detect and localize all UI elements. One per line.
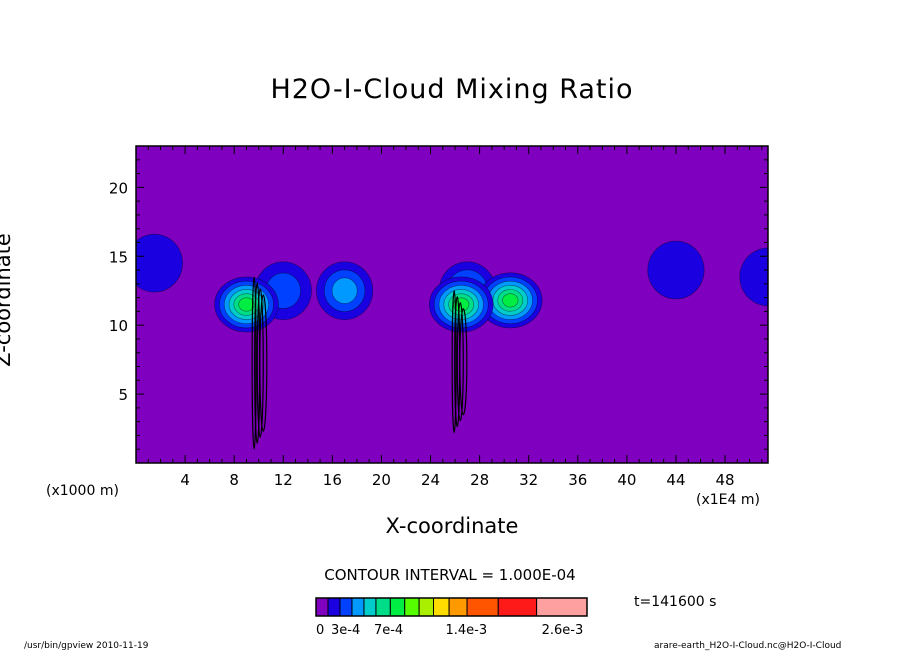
cloud-contour	[316, 261, 374, 320]
cloud-contour	[647, 240, 705, 300]
time-label: t=141600 s	[634, 594, 717, 610]
x-tick-label: 40	[617, 471, 636, 489]
colorbar-label: 3e-4	[331, 623, 360, 638]
cloud-contour	[482, 276, 538, 325]
colorbar-swatch	[375, 597, 391, 617]
cloud-contour	[446, 269, 489, 312]
colorbar-label: 0	[316, 623, 324, 638]
plume-contour	[459, 308, 468, 416]
x-tick-label: 16	[323, 471, 342, 489]
colorbar-swatch	[404, 597, 420, 617]
cloud-feature	[739, 247, 768, 307]
plume-contour	[456, 302, 464, 422]
contour-interval-label: CONTOUR INTERVAL = 1.000E-04	[324, 566, 576, 584]
cloud-contour	[454, 277, 481, 304]
cloud-contour	[478, 272, 543, 329]
colorbar-label: 7e-4	[374, 623, 403, 638]
x-tick-label: 44	[666, 471, 685, 489]
cloud-contour	[438, 284, 484, 325]
x-tick-label: 20	[372, 471, 391, 489]
cloud-contour	[238, 297, 255, 312]
cloud-contour	[443, 289, 479, 320]
colorbar-swatch	[363, 597, 377, 617]
cloud-contour	[502, 293, 519, 308]
colorbar-swatch	[536, 597, 588, 617]
plume-contour	[259, 294, 268, 432]
colorbar-swatch	[448, 597, 468, 617]
cloud-contour	[497, 289, 524, 312]
y-axis-label: Z-coordinate	[0, 233, 15, 367]
cloud-feature	[254, 261, 312, 320]
x-tick-label: 36	[568, 471, 587, 489]
footer-right: arare-earth_H2O-I-Cloud.nc@H2O-I-Cloud	[654, 641, 842, 651]
cloud-contour	[228, 289, 265, 320]
colorbar-label: 1.4e-3	[446, 623, 488, 638]
cloud-contour	[265, 272, 301, 309]
cloud-contour	[214, 276, 279, 333]
cloud-feature	[214, 276, 279, 333]
x-tick-label: 12	[274, 471, 293, 489]
cloud-feature	[428, 276, 494, 333]
cloud-feature	[478, 272, 543, 329]
x-tick-label: 48	[716, 471, 735, 489]
plume-contour	[451, 290, 457, 434]
cloud-contour	[254, 261, 312, 320]
colorbar-swatch	[466, 597, 499, 617]
y-tick-label: 10	[109, 317, 128, 335]
cloud-contour	[331, 277, 358, 304]
cloud-contour	[136, 233, 183, 293]
colorbar-swatch	[418, 597, 435, 617]
cloud-contour	[223, 284, 269, 325]
cloud-contour	[438, 261, 496, 320]
plot-frame	[135, 145, 769, 464]
x-tick-label: 4	[180, 471, 190, 489]
cloud-contour	[492, 285, 528, 316]
plume-contour	[454, 296, 461, 428]
colorbar-swatch	[433, 597, 450, 617]
plume-contour	[254, 282, 261, 444]
x-tick-label: 32	[519, 471, 538, 489]
chart-title: H2O-I-Cloud Mixing Ratio	[270, 74, 634, 105]
cloud-feature	[438, 261, 496, 320]
plume-contour	[251, 276, 257, 450]
cloud-contour	[739, 247, 768, 307]
cloud-feature	[316, 261, 374, 320]
y-tick-label: 20	[109, 179, 128, 197]
colorbar-swatch	[351, 597, 365, 617]
footer-left: /usr/bin/gpview 2010-11-19	[24, 641, 149, 651]
cloud-feature	[647, 240, 705, 300]
colorbar-frame	[315, 597, 588, 617]
x-tick-label: 8	[229, 471, 239, 489]
x-axis-label: X-coordinate	[385, 514, 519, 538]
colorbar-swatch	[327, 597, 341, 617]
colorbar-swatch	[315, 597, 329, 617]
x-scale-label: (x1E4 m)	[696, 492, 760, 508]
x-tick-label: 28	[470, 471, 489, 489]
cloud-contour	[448, 293, 475, 316]
plume-contour	[256, 288, 264, 438]
y-tick-label: 5	[118, 386, 128, 404]
cloud-contour	[323, 269, 366, 312]
cloud-feature	[136, 233, 183, 293]
x-unit-label: (x1000 m)	[46, 483, 119, 499]
colorbar-label: 2.6e-3	[542, 623, 584, 638]
plot-background	[136, 146, 768, 463]
cloud-contour	[487, 280, 533, 320]
colorbar-swatch	[497, 597, 538, 617]
cloud-contour	[428, 276, 494, 333]
cloud-contour	[219, 280, 274, 329]
cloud-contour	[233, 293, 260, 316]
x-tick-label: 24	[421, 471, 440, 489]
colorbar-swatch	[389, 597, 406, 617]
cloud-contour	[453, 297, 470, 312]
y-tick-label: 15	[109, 248, 128, 266]
cloud-contour	[433, 280, 489, 329]
colorbar-swatch	[339, 597, 353, 617]
